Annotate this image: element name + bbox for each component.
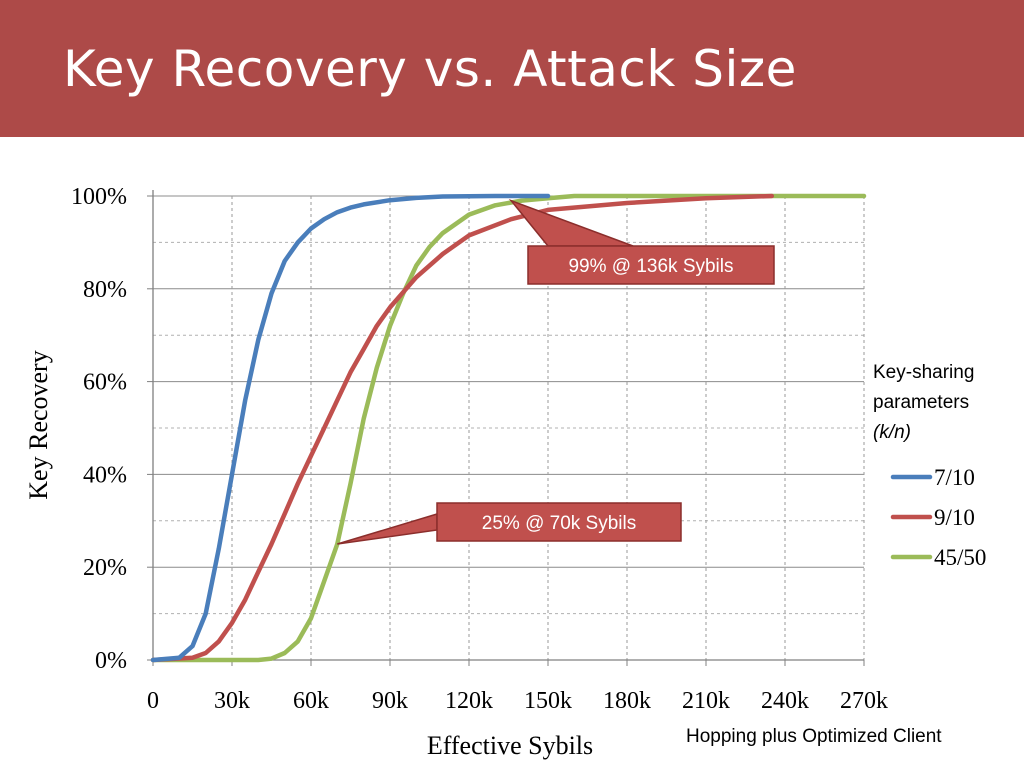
y-tick-label: 80% [83, 277, 127, 303]
legend-label: 45/50 [934, 545, 986, 570]
y-tick-label: 0% [95, 648, 127, 674]
callout-label: 25% @ 70k Sybils [482, 513, 636, 534]
series-line-45-50 [150, 193, 867, 663]
legend-header-line1: Key-sharing [873, 362, 975, 383]
legend-header-line3: (k/n) [873, 422, 911, 443]
y-tick-label: 100% [71, 184, 127, 210]
x-tick-label: 60k [293, 688, 329, 714]
y-tick-label: 20% [83, 555, 127, 581]
x-tick-label: 90k [372, 688, 408, 714]
callout-label: 99% @ 136k Sybils [568, 256, 733, 277]
title-bar [0, 0, 1024, 137]
legend-header: Key-sharing parameters (k/n) [873, 358, 974, 448]
y-axis-label: Key Recovery [24, 350, 53, 499]
slide-title: Key Recovery vs. Attack Size [63, 40, 797, 98]
x-tick-label: 210k [682, 688, 730, 714]
series-line-9-10 [150, 193, 775, 663]
callout-box [436, 502, 682, 542]
legend-label: 7/10 [934, 465, 975, 490]
legend-label: 9/10 [934, 505, 975, 530]
x-tick-label: 180k [603, 688, 651, 714]
callout-box [527, 245, 775, 285]
x-axis-label: Effective Sybils [427, 731, 593, 760]
callout-pointer [337, 512, 438, 545]
y-tick-label: 40% [83, 462, 127, 488]
x-tick-label: 30k [214, 688, 250, 714]
series-line-7-10 [150, 193, 551, 663]
footnote: Hopping plus Optimized Client [686, 726, 942, 747]
x-tick-label: 0 [147, 688, 159, 714]
legend-header-line2: parameters [873, 392, 970, 413]
x-tick-label: 270k [840, 688, 888, 714]
y-tick-label: 60% [83, 370, 127, 396]
x-tick-label: 240k [761, 688, 809, 714]
x-tick-label: 120k [445, 688, 493, 714]
x-tick-label: 150k [524, 688, 572, 714]
